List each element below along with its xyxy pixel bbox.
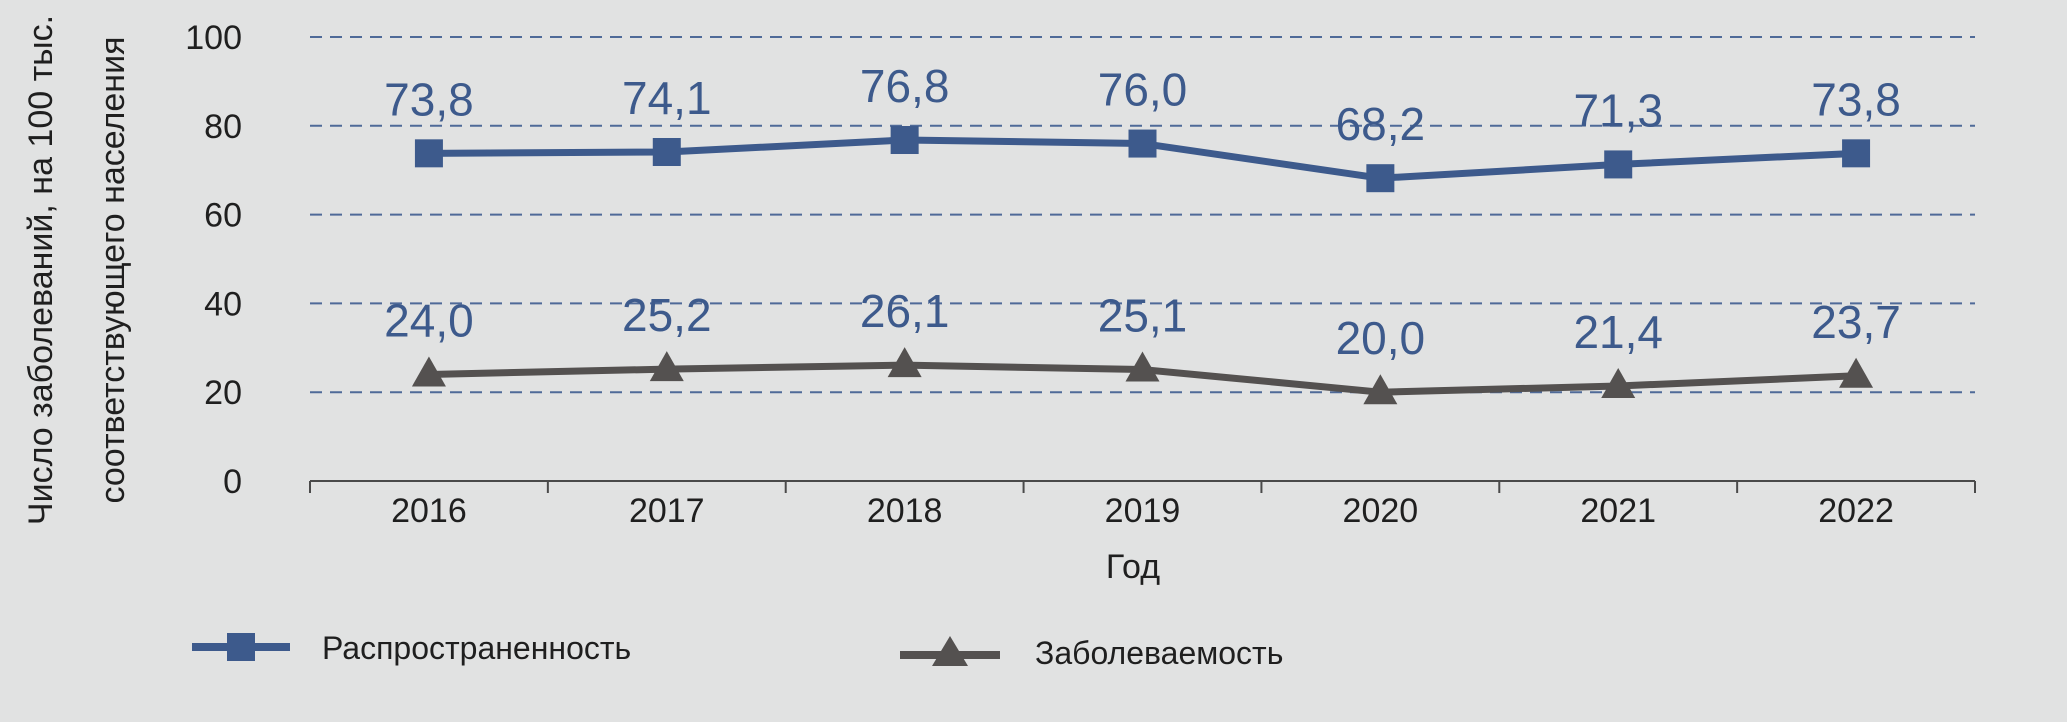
x-axis-ticks: 2016 2017 2018 2019 2020 2021 2022 xyxy=(309,481,1976,530)
x-tick-label: 2018 xyxy=(867,492,943,530)
data-point-square xyxy=(1604,150,1633,179)
data-label: 21,4 xyxy=(1573,306,1663,358)
legend-label-incidence: Заболеваемость xyxy=(1035,635,1283,671)
data-label: 76,8 xyxy=(860,60,950,112)
legend-label-prevalence: Распространенность xyxy=(322,630,631,666)
series-incidence: 24,0 25,2 26,1 25,1 20,0 21,4 23,7 xyxy=(384,285,1901,405)
data-point-triangle xyxy=(887,347,922,378)
y-tick-label: 0 xyxy=(223,463,242,501)
legend-square-marker xyxy=(227,633,255,661)
series-group: 73,8 74,1 76,8 76,0 68,2 71,3 73,8 24,0 25,2 26,1… xyxy=(384,60,1901,405)
y-tick-label: 40 xyxy=(204,285,242,323)
data-point-square xyxy=(890,126,919,155)
y-tick-label: 20 xyxy=(204,374,242,412)
data-point-triangle xyxy=(1125,351,1160,382)
data-label: 76,0 xyxy=(1098,64,1188,116)
data-label: 68,2 xyxy=(1336,98,1426,150)
data-point-triangle xyxy=(1601,367,1636,398)
data-label: 23,7 xyxy=(1811,296,1901,348)
legend-triangle-marker xyxy=(932,636,968,666)
x-tick-label: 2016 xyxy=(391,492,467,530)
data-label: 73,8 xyxy=(1811,73,1901,125)
x-tick-label: 2019 xyxy=(1105,492,1181,530)
data-label: 20,0 xyxy=(1336,312,1426,364)
y-axis-title-line-1: Число заболеваний, на 100 тыс. xyxy=(22,15,60,525)
y-axis-ticks: 0 20 40 60 80 100 xyxy=(185,19,242,501)
y-tick-label: 60 xyxy=(204,197,242,235)
x-tick-label: 2020 xyxy=(1343,492,1419,530)
data-label: 71,3 xyxy=(1573,84,1663,136)
data-point-square xyxy=(652,137,681,166)
data-label: 73,8 xyxy=(384,73,474,125)
data-point-square xyxy=(1366,164,1395,193)
data-point-triangle xyxy=(1839,357,1874,388)
data-label: 24,0 xyxy=(384,294,474,346)
legend-item-prevalence: Распространенность xyxy=(192,630,631,666)
y-axis-title-line-2: соответствующего населения xyxy=(94,37,132,504)
x-axis-title: Год xyxy=(1106,548,1160,586)
data-label: 25,1 xyxy=(1098,290,1188,342)
data-point-triangle xyxy=(1363,374,1398,405)
data-point-square xyxy=(414,139,443,168)
legend: Распространенность Заболеваемость xyxy=(192,630,1283,671)
series-prevalence: 73,8 74,1 76,8 76,0 68,2 71,3 73,8 xyxy=(384,60,1901,193)
data-label: 25,2 xyxy=(622,289,712,341)
data-label: 74,1 xyxy=(622,72,712,124)
x-tick-label: 2021 xyxy=(1580,492,1656,530)
data-point-triangle xyxy=(649,351,684,382)
grid-lines xyxy=(310,36,1975,394)
data-label: 26,1 xyxy=(860,285,950,337)
data-point-square xyxy=(1128,129,1157,158)
y-tick-label: 100 xyxy=(185,19,242,57)
y-tick-label: 80 xyxy=(204,108,242,146)
x-tick-label: 2017 xyxy=(629,492,705,530)
data-point-triangle xyxy=(411,356,446,387)
legend-item-incidence: Заболеваемость xyxy=(900,635,1283,671)
x-tick-label: 2022 xyxy=(1818,492,1894,530)
data-point-square xyxy=(1842,139,1871,168)
